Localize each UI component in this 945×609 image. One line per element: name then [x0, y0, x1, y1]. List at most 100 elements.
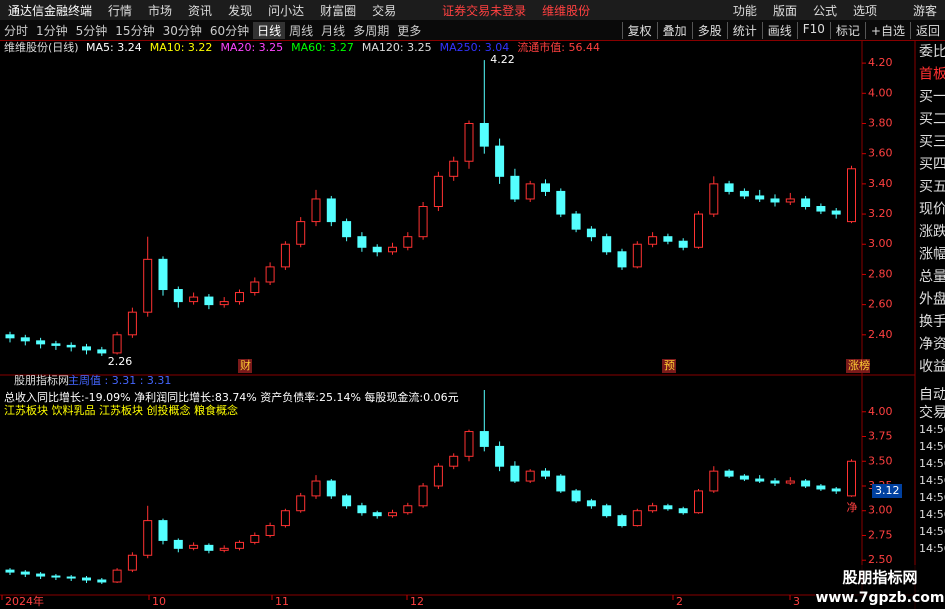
period-tab[interactable]: 60分钟: [209, 23, 250, 38]
candle-body: [755, 478, 765, 482]
tool-button[interactable]: F10: [796, 21, 830, 39]
x-tick-label: 3: [793, 595, 800, 608]
y-tick-label: 2.50: [868, 553, 893, 566]
menu-item[interactable]: 问小达: [268, 3, 305, 18]
side-label: 买二: [919, 112, 945, 128]
menu-item[interactable]: 版面: [772, 3, 797, 18]
y-tick-label: 4.00: [868, 405, 893, 418]
candle-body: [342, 221, 352, 238]
period-tab[interactable]: 5分钟: [75, 23, 108, 38]
candle-body: [51, 343, 61, 346]
candle-body: [510, 175, 520, 200]
candle-body: [20, 571, 30, 575]
side-time: 14:56: [919, 457, 945, 470]
marker-bg: [238, 359, 252, 373]
side-time: 14:56: [919, 525, 945, 538]
period-tab[interactable]: 周线: [289, 23, 314, 38]
menu-item[interactable]: 市场: [148, 3, 173, 18]
period-tab[interactable]: 30分钟: [162, 23, 202, 38]
period-tab[interactable]: 更多: [397, 23, 422, 38]
ma-label: MA10: 3.22: [150, 41, 213, 54]
x-tick-label: 12: [410, 595, 424, 608]
candle-body: [388, 512, 397, 517]
marker-bg: [662, 359, 676, 373]
side-time: 14:56: [919, 440, 945, 453]
period-tab[interactable]: 分时: [4, 23, 29, 38]
watermark-url: www.7gpzb.com: [815, 590, 944, 606]
candle-body: [571, 213, 581, 230]
candle-body: [755, 195, 765, 200]
y-tick-label: 4.00: [868, 86, 893, 99]
candle-body: [250, 534, 260, 543]
y-tick-label: 3.20: [868, 207, 893, 220]
candle-body: [418, 206, 428, 238]
lower-title: 股朋指标网: [14, 373, 69, 387]
menu-item[interactable]: 功能: [732, 3, 757, 18]
tool-button[interactable]: 返回: [909, 21, 945, 39]
candle-body: [495, 445, 505, 467]
period-tab[interactable]: 15分钟: [115, 23, 155, 38]
candle-body: [173, 539, 183, 549]
candle-body: [235, 541, 244, 549]
candle-body: [739, 190, 749, 197]
candle-body: [785, 480, 795, 484]
candle-body: [357, 236, 367, 248]
app-title: 通达信金融终端: [8, 3, 93, 18]
candle-body: [82, 577, 91, 581]
period-tab[interactable]: 日线: [253, 21, 286, 39]
notice[interactable]: 证券交易未登录: [442, 3, 527, 18]
toolbar: 分时 1分钟 5分钟 15分钟 30分钟 60分钟 日线 周线 月线 多周期 更多 复权 叠加 多股 统计…: [0, 20, 945, 41]
tool-button[interactable]: 统计: [726, 21, 762, 39]
candle-body: [602, 236, 612, 253]
period-tab[interactable]: 月线: [321, 23, 346, 38]
y-tick-label: 3.00: [868, 237, 893, 250]
chart-title: 维维股份(日线): [4, 40, 79, 54]
watermark-title: 股朋指标网: [842, 569, 917, 587]
candle-body: [602, 505, 612, 517]
y-tick-label: 4.20: [868, 56, 893, 69]
candle-body: [326, 480, 336, 497]
tool-button[interactable]: 复权: [621, 21, 657, 39]
candle-body: [464, 431, 474, 457]
candle-body: [709, 470, 719, 492]
candle-body: [265, 525, 275, 536]
menu-item[interactable]: 选项: [852, 3, 877, 18]
candle-body: [204, 296, 214, 306]
x-tick-label: 10: [152, 595, 166, 608]
candle-body: [311, 480, 321, 497]
tool-button[interactable]: +自选: [864, 21, 910, 39]
high-label: 4.22: [490, 53, 515, 66]
tool-button[interactable]: 标记: [829, 21, 865, 39]
candle-body: [189, 296, 199, 303]
tool-button[interactable]: 画线: [761, 21, 797, 39]
candle-body: [66, 344, 76, 348]
tool-button[interactable]: 多股: [691, 21, 727, 39]
candle-body: [648, 236, 658, 245]
candle-body: [433, 465, 443, 487]
candle-body: [495, 145, 505, 177]
x-tick-label: 11: [275, 595, 289, 608]
menu-item[interactable]: 行情: [108, 3, 133, 18]
candle-body: [357, 505, 367, 514]
side-time: 14:56: [919, 542, 945, 555]
candle-body: [418, 485, 428, 507]
event-marker: 预: [664, 359, 675, 372]
period-tab[interactable]: 多周期: [353, 23, 390, 38]
menu-item[interactable]: 资讯: [188, 3, 213, 18]
menu-item[interactable]: 交易: [372, 3, 397, 18]
menu-item[interactable]: 发现: [228, 3, 253, 18]
candle-body: [5, 569, 15, 573]
period-tab[interactable]: 1分钟: [36, 23, 68, 38]
lower-value: 主周值 : 3.31 : 3.31: [68, 374, 171, 387]
candle-body: [342, 495, 352, 507]
y-tick-label: 3.40: [868, 177, 893, 190]
candle-body: [801, 198, 811, 208]
candle-body: [770, 480, 780, 484]
candle-body: [250, 281, 260, 294]
menu-item[interactable]: 财富圈: [320, 3, 357, 18]
tool-button[interactable]: 叠加: [656, 21, 692, 39]
periods: 分时 1分钟 5分钟 15分钟 30分钟 60分钟 日线 周线 月线 多周期 更多: [0, 21, 425, 39]
menu-item[interactable]: 公式: [812, 3, 837, 18]
user[interactable]: 游客: [912, 3, 937, 18]
